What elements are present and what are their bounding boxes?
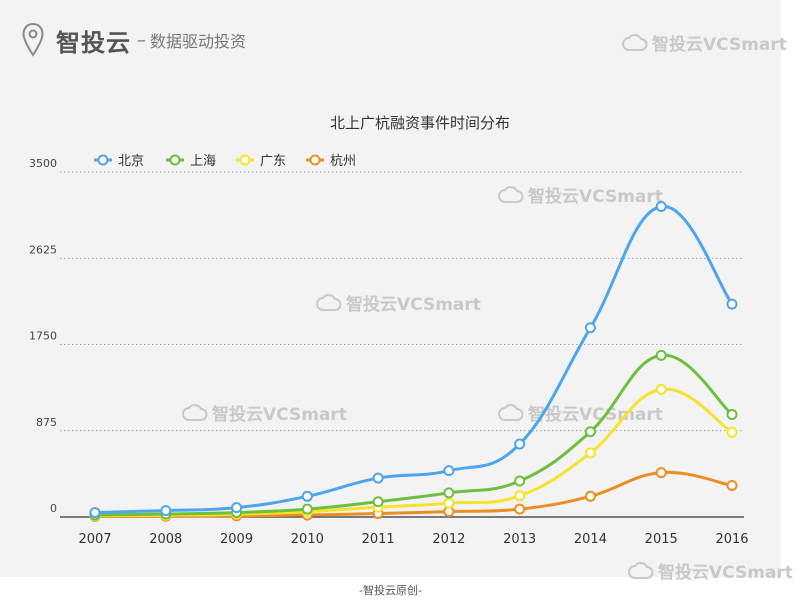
y-tick-label: 0 [50,502,57,515]
data-point [584,322,596,334]
legend-item[interactable]: 广东 [236,154,286,169]
data-point [514,503,526,515]
legend-label: 广东 [260,154,286,169]
brand-name: 智投云 [56,28,131,57]
x-tick-label: 2007 [78,532,111,547]
cloud-logo-icon [498,185,524,203]
brand-separator: – [137,29,146,51]
watermark-text: 智投云VCSmart [652,35,787,55]
data-point [655,201,667,212]
watermark: 智投云VCSmart [182,400,347,425]
legend-label: 杭州 [330,154,356,169]
cloud-logo-icon [316,293,342,311]
series-lines [89,201,738,523]
data-point [372,472,384,484]
watermark-text: 智投云VCSmart [528,187,663,207]
data-point [584,426,596,438]
legend-label: 上海 [190,154,216,169]
location-pin-icon [22,23,44,57]
data-point [726,426,738,438]
cloud-logo-icon [628,561,654,579]
data-point [89,507,101,519]
x-tick-label: 2013 [503,532,536,547]
chart-title: 北上广杭融资事件时间分布 [330,114,510,132]
data-point [655,467,667,479]
legend-label: 北京 [118,154,144,169]
watermark: 智投云VCSmart [498,182,663,207]
y-axis: 0 875 1750 2625 3500 [29,157,57,515]
watermark: 智投云VCSmart [628,558,793,583]
x-tick-label: 2008 [149,532,182,547]
data-point [514,475,526,487]
legend-item[interactable]: 杭州 [306,154,356,169]
data-point [514,438,526,450]
legend-marker [97,154,109,166]
x-tick-label: 2012 [432,532,465,547]
x-tick-label: 2015 [645,532,678,547]
watermark-text: 智投云VCSmart [658,563,793,583]
y-tick-label: 2625 [29,243,57,256]
data-point [655,349,667,361]
legend: 北京 上海 广东 杭州 [94,154,356,169]
series-上海 [89,349,738,521]
legend-marker [169,154,181,166]
data-point [372,496,384,508]
data-point [584,447,596,459]
legend-item[interactable]: 上海 [166,154,216,169]
data-point [655,383,667,395]
watermark-text: 智投云VCSmart [212,405,347,425]
data-point [726,298,738,310]
x-axis: 2007 2008 2009 2010 2011 2012 2013 2014 2015 2016 [78,532,748,547]
series-line [93,204,734,515]
data-point [584,490,596,502]
cloud-logo-icon [182,403,208,421]
footer-credit: -智投云原创- [359,584,422,597]
x-tick-label: 2014 [574,532,607,547]
watermark-text: 智投云VCSmart [346,295,481,315]
series-北京 [89,201,738,519]
chart-card [0,0,781,577]
cloud-logo-icon [622,33,648,51]
legend-marker [239,154,251,166]
watermark: 智投云VCSmart [316,290,481,315]
brand-slogan: 数据驱动投资 [150,32,247,51]
y-tick-label: 875 [36,416,57,429]
x-tick-label: 2010 [291,532,324,547]
data-point [443,465,455,477]
y-tick-label: 1750 [29,330,57,343]
legend-item[interactable]: 北京 [94,154,144,169]
watermark: 智投云VCSmart [622,30,787,55]
data-point [514,490,526,502]
y-tick-label: 3500 [29,157,57,170]
data-point [301,503,313,515]
x-tick-label: 2011 [362,532,395,547]
data-point [443,487,455,499]
brand-header: 智投云 – 数据驱动投资 [22,22,246,58]
data-point [726,479,738,491]
cloud-logo-icon [498,403,524,421]
legend-marker [309,154,321,166]
data-point [726,408,738,420]
series-广东 [89,383,738,522]
data-point [160,505,172,517]
x-tick-label: 2016 [715,532,748,547]
data-point [443,497,455,509]
data-point [301,490,313,502]
x-tick-label: 2009 [220,532,253,547]
series-line [93,353,734,517]
data-point [231,502,243,514]
